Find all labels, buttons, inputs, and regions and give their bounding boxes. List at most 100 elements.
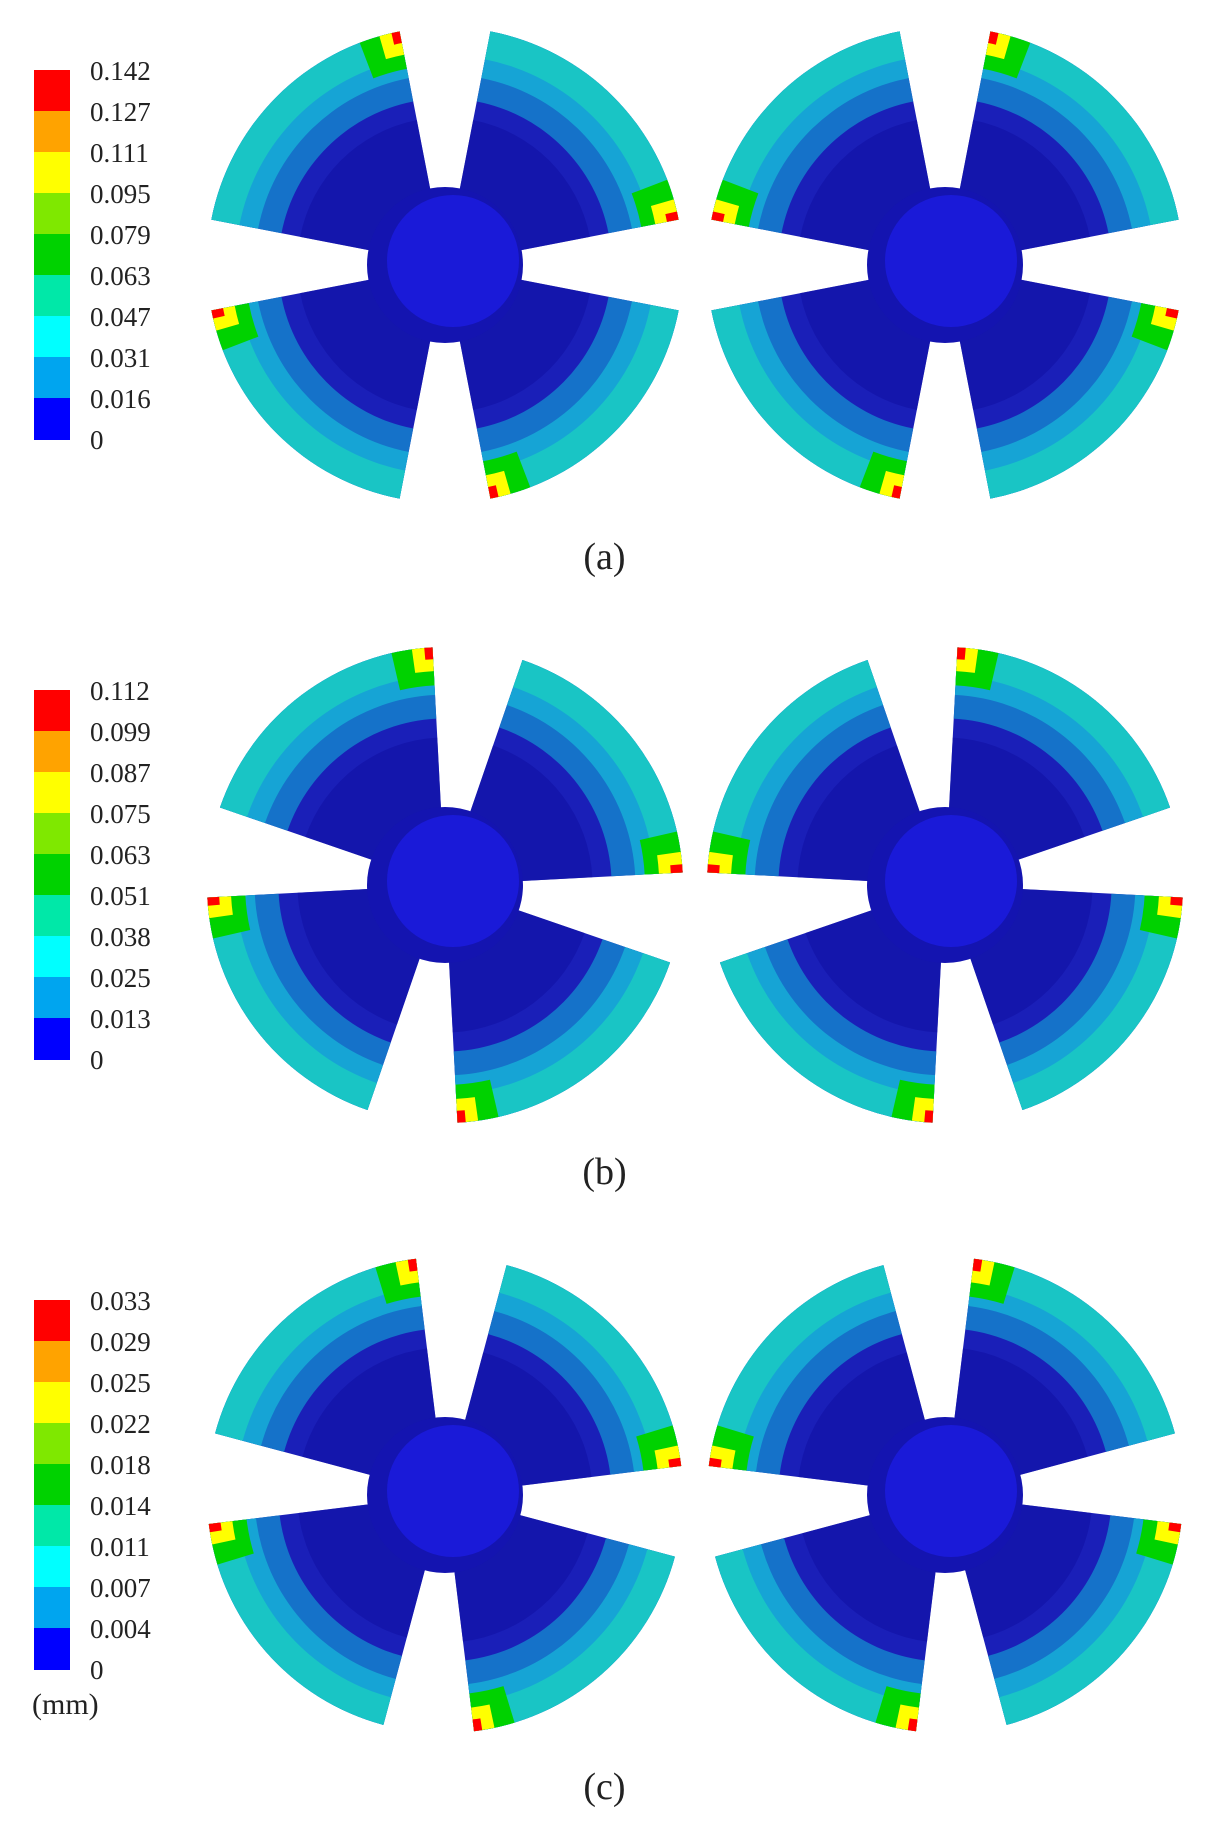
legend-swatch [34, 772, 70, 813]
propeller-blade [453, 1512, 675, 1732]
propeller-contour-svg [208, 1258, 682, 1732]
propeller-hub-cap [387, 1425, 519, 1557]
legend-tick: 0.031 [90, 343, 151, 373]
legend-swatch [34, 357, 70, 398]
legend-tick: 0.025 [90, 963, 151, 993]
propeller-blade [219, 647, 442, 863]
legend-swatch [34, 813, 70, 854]
propeller-blade [719, 907, 942, 1123]
propeller-blade [448, 907, 671, 1123]
propeller-blade [211, 31, 433, 253]
propeller-blade [948, 647, 1171, 863]
legend-swatch [34, 398, 70, 440]
propeller-left-a [195, 15, 695, 515]
legend-tick: 0 [90, 1045, 104, 1075]
legend-tick: 0.004 [90, 1614, 151, 1644]
propeller-blade [208, 1503, 428, 1725]
legend-tick: 0.051 [90, 881, 151, 911]
propeller-blade [711, 31, 933, 253]
propeller-blade [967, 888, 1183, 1111]
propeller-left-c [195, 1245, 695, 1745]
legend-swatch [34, 316, 70, 357]
legend-tick: 0.142 [90, 56, 151, 86]
legend-tick: 0 [90, 425, 104, 455]
propeller-contour-svg [708, 1258, 1182, 1732]
legend-swatch [34, 1505, 70, 1546]
propeller-blade [962, 1503, 1182, 1725]
legend-tick: 0.075 [90, 799, 151, 829]
propeller-hub-cap [885, 815, 1017, 947]
caption-c: (c) [583, 1766, 626, 1808]
propeller-blade [957, 31, 1179, 253]
propeller-blade [207, 888, 423, 1111]
legend-tick: 0.013 [90, 1004, 151, 1034]
legend-swatch [34, 70, 70, 111]
legend-tick: 0.047 [90, 302, 151, 332]
propeller-hub-cap [885, 1425, 1017, 1557]
propeller-contour-svg [707, 647, 1183, 1123]
legend-tick: 0.063 [90, 261, 151, 291]
caption-b: (b) [582, 1151, 627, 1193]
propeller-blade [215, 1258, 437, 1478]
legend-swatch [34, 275, 70, 316]
propeller-blade [211, 277, 433, 499]
legend-tick: 0.111 [90, 138, 149, 168]
propeller-blade [467, 659, 683, 882]
legend-tick: 0.033 [90, 1286, 151, 1316]
panel-b: 0.112 0.099 0.087 0.075 0.063 0.051 0.03… [0, 610, 1209, 1220]
legend-swatch [34, 936, 70, 977]
legend-tick: 0.014 [90, 1491, 151, 1521]
unit-label: (mm) [32, 1688, 99, 1721]
legend-tick: 0 [90, 1655, 104, 1685]
legend-tick: 0.007 [90, 1573, 151, 1603]
propeller-blade [462, 1265, 682, 1487]
legend-tick: 0.022 [90, 1409, 151, 1439]
panel-a: 0.142 0.127 0.111 0.095 0.079 0.063 0.04… [0, 0, 1209, 610]
propeller-left-b [195, 635, 695, 1135]
legend-tick: 0.025 [90, 1368, 151, 1398]
legend-swatch [34, 1341, 70, 1382]
legend-swatch [34, 111, 70, 152]
propeller-blade [708, 1265, 928, 1487]
legend-swatch [34, 152, 70, 193]
propeller-blade [957, 277, 1179, 499]
legend-swatch [34, 977, 70, 1018]
propeller-contour-svg [711, 31, 1179, 499]
legend-swatch [34, 690, 70, 731]
propeller-blade [715, 1512, 937, 1732]
legend-swatch [34, 234, 70, 275]
propeller-contour-svg [211, 31, 679, 499]
propeller-blade [457, 31, 679, 253]
legend-swatch [34, 1300, 70, 1341]
legend-swatch [34, 1587, 70, 1628]
legend-swatch [34, 1423, 70, 1464]
propeller-blade [707, 659, 923, 882]
propeller-hub-cap [387, 195, 519, 327]
legend-tick: 0.112 [90, 676, 150, 706]
propeller-right-b [695, 635, 1195, 1135]
legend-tick: 0.127 [90, 97, 151, 127]
propeller-blade [457, 277, 679, 499]
propeller-blade [711, 277, 933, 499]
legend-tick: 0.018 [90, 1450, 151, 1480]
legend-swatch [34, 854, 70, 895]
legend-tick: 0.011 [90, 1532, 150, 1562]
legend-swatch [34, 1628, 70, 1670]
legend-swatch [34, 1018, 70, 1060]
legend-swatch [34, 895, 70, 936]
legend-tick: 0.087 [90, 758, 151, 788]
legend-tick: 0.029 [90, 1327, 151, 1357]
legend-swatch [34, 1546, 70, 1587]
legend-tick: 0.079 [90, 220, 151, 250]
propeller-right-a [695, 15, 1195, 515]
propeller-blade [953, 1258, 1175, 1478]
legend-tick: 0.016 [90, 384, 151, 414]
propeller-contour-svg [207, 647, 683, 1123]
legend-tick: 0.063 [90, 840, 151, 870]
legend-tick: 0.099 [90, 717, 151, 747]
panel-c: 0.033 0.029 0.025 0.022 0.018 0.014 0.01… [0, 1220, 1209, 1844]
propeller-right-c [695, 1245, 1195, 1745]
legend-tick: 0.038 [90, 922, 151, 952]
legend-swatch [34, 731, 70, 772]
legend-swatch [34, 1382, 70, 1423]
